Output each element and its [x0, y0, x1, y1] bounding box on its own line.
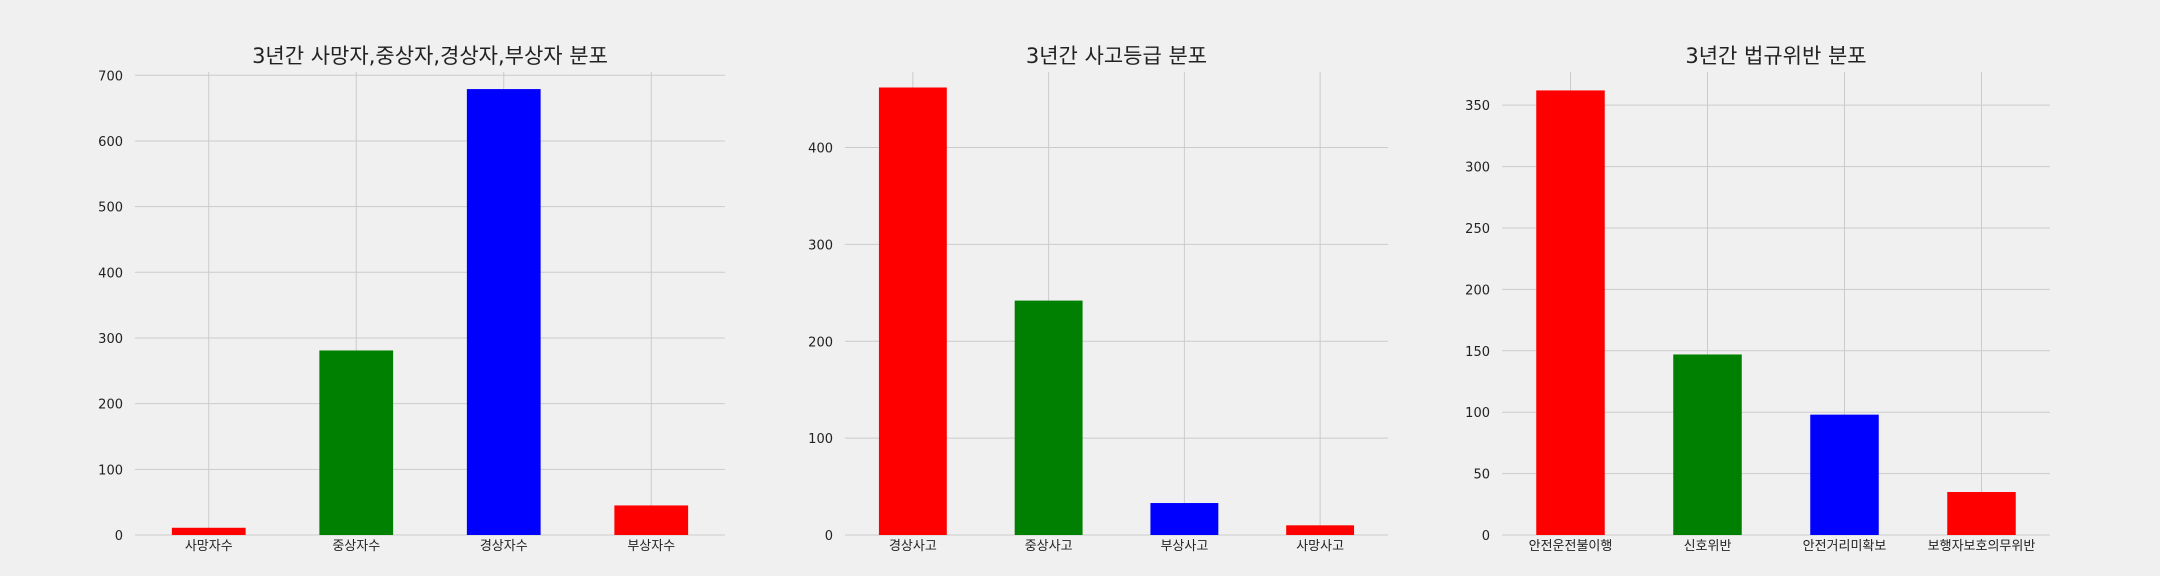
y-tick-label: 400 — [98, 266, 123, 281]
x-tick-label: 경상사고 — [889, 539, 937, 554]
bar — [171, 527, 246, 535]
bar — [1947, 492, 2016, 535]
y-tick-label: 100 — [98, 463, 123, 478]
x-tick-label: 중상사고 — [1025, 539, 1073, 554]
bar — [614, 505, 689, 535]
x-tick-label: 안전거리미확보 — [1803, 539, 1887, 554]
chart-2: 0 100 200 300 400 경상사고 중상사고 부상사고 사망사고 3년간 사고등급 분포 — [808, 44, 1388, 554]
y-tick-label: 250 — [1465, 222, 1490, 237]
x-tick-label: 중상자수 — [332, 539, 380, 554]
bar — [1536, 90, 1605, 535]
y-tick-label: 200 — [98, 398, 123, 413]
y-tick-label: 100 — [808, 432, 833, 447]
y-tick-label: 350 — [1465, 99, 1490, 114]
y-tick-label: 100 — [1465, 406, 1490, 421]
bar — [319, 350, 394, 535]
y-tick-label: 400 — [808, 142, 833, 157]
chart-3: 0 50 100 150 200 250 300 350 안전운전불이행 신호위반 안전거리미확보 보… — [1465, 44, 2050, 554]
chart-title: 3년간 법규위반 분포 — [1685, 44, 1866, 68]
y-tick-label: 500 — [98, 201, 123, 216]
y-tick-label: 0 — [1482, 529, 1490, 544]
y-tick-label: 600 — [98, 135, 123, 150]
chart-title: 3년간 사고등급 분포 — [1026, 44, 1207, 68]
bar — [878, 87, 947, 535]
x-tick-label: 보행자보호의무위반 — [1928, 538, 2036, 554]
chart-1: 0 100 200 300 400 500 600 700 사망자수 중상자수 경상자수 부상자수 3년… — [98, 44, 725, 554]
bar — [1150, 503, 1219, 535]
y-tick-label: 0 — [825, 529, 833, 544]
y-tick-label: 300 — [808, 238, 833, 253]
y-tick-label: 150 — [1465, 345, 1490, 360]
chart-title: 3년간 사망자,중상자,경상자,부상자 분포 — [252, 44, 608, 68]
y-tick-label: 0 — [115, 529, 123, 544]
y-tick-label: 50 — [1473, 468, 1490, 483]
x-tick-label: 부상사고 — [1160, 539, 1208, 554]
x-tick-label: 부상자수 — [627, 539, 675, 554]
bar — [1014, 300, 1083, 535]
bar — [466, 89, 541, 535]
y-tick-label: 200 — [808, 335, 833, 350]
bar — [1810, 414, 1879, 535]
y-tick-label: 700 — [98, 69, 123, 84]
bar — [1673, 354, 1742, 535]
x-tick-label: 사망자수 — [185, 539, 233, 554]
y-tick-label: 300 — [1465, 161, 1490, 176]
bar — [1286, 525, 1355, 535]
x-tick-label: 경상자수 — [480, 539, 528, 554]
y-tick-label: 200 — [1465, 283, 1490, 298]
x-tick-label: 신호위반 — [1684, 539, 1732, 554]
x-tick-label: 사망사고 — [1296, 539, 1344, 554]
x-tick-label: 안전운전불이행 — [1529, 538, 1613, 554]
y-tick-label: 300 — [98, 332, 123, 347]
